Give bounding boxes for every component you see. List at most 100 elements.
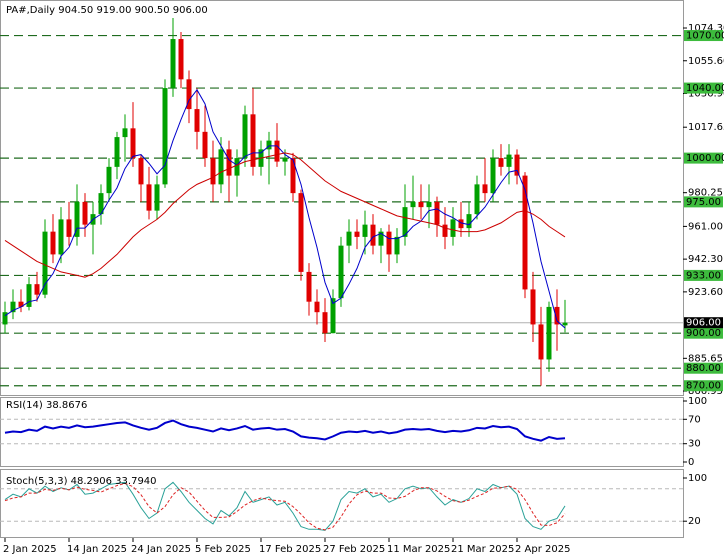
candle-body — [202, 131, 208, 159]
candle-body — [314, 301, 320, 313]
candle-body — [226, 149, 232, 176]
level-label-box — [684, 327, 723, 339]
candle-body — [58, 219, 64, 255]
candle-body — [338, 245, 344, 299]
candle-body — [122, 128, 128, 138]
level-label-box — [684, 196, 723, 208]
stoch-title: Stoch(5,3,3) 48.2906 33.7940 — [6, 476, 157, 487]
y-tick-label: 20 — [688, 516, 701, 527]
candle-body — [290, 158, 296, 194]
x-tick-label: 5 Feb 2025 — [195, 544, 251, 555]
candle-body — [162, 88, 168, 185]
candle-body — [538, 324, 544, 360]
candle-body — [146, 184, 152, 211]
level-label-box — [684, 152, 723, 164]
candle-body — [458, 219, 464, 229]
candle-body — [2, 312, 8, 325]
rsi-panel-frame — [0, 397, 684, 467]
indicator-line — [4, 419, 566, 442]
y-tick-label: 0 — [688, 457, 694, 468]
y-tick-label: 1036.90 — [688, 88, 724, 99]
y-tick-label: 100 — [688, 473, 707, 484]
candle-body — [482, 184, 488, 194]
y-tick-label: 100 — [688, 396, 707, 407]
candle-body — [242, 114, 248, 159]
x-tick-label: 17 Feb 2025 — [259, 544, 321, 555]
y-tick-label: 1074.30 — [688, 23, 724, 34]
level-label-box — [684, 380, 723, 392]
y-tick-label: 866.95 — [688, 386, 723, 397]
candle-body — [114, 137, 120, 167]
candle-body — [354, 231, 360, 237]
candle-body — [322, 312, 328, 334]
level-label-box — [684, 362, 723, 374]
candle-body — [194, 109, 200, 132]
candle-body — [10, 301, 16, 313]
candle-body — [266, 140, 272, 150]
candle-body — [410, 201, 416, 208]
level-label: 900.00 — [686, 328, 721, 339]
candle-body — [418, 201, 424, 208]
candle-body — [554, 306, 560, 325]
candle-body — [514, 154, 520, 176]
candle-body — [18, 301, 24, 307]
candle-body — [506, 154, 512, 167]
y-tick-label: 961.00 — [688, 221, 723, 232]
candle-body — [186, 79, 192, 110]
candle-body — [490, 158, 496, 194]
candle-body — [218, 149, 224, 185]
y-tick-label: 30 — [688, 439, 701, 450]
current-price-box — [684, 317, 723, 329]
level-label-box — [684, 82, 723, 94]
y-tick-label: 980.25 — [688, 188, 723, 199]
candle-body — [362, 224, 368, 237]
candle-body — [66, 219, 72, 237]
candle-body — [370, 224, 376, 246]
candle-body — [282, 158, 288, 162]
candle-body — [466, 214, 472, 229]
level-label: 880.00 — [686, 363, 721, 374]
candle-body — [346, 231, 352, 246]
y-tick-label: 923.60 — [688, 287, 723, 298]
level-label: 1000.00 — [686, 153, 724, 164]
candle-body — [546, 306, 552, 360]
candle-body — [522, 175, 528, 290]
level-label: 1070.00 — [686, 31, 724, 42]
candle-body — [130, 128, 136, 159]
level-label-box — [684, 269, 723, 281]
candle-body — [106, 166, 112, 194]
indicator-line — [4, 481, 566, 531]
candle-body — [98, 193, 104, 215]
candle-body — [250, 114, 256, 167]
x-tick-label: 2 Jan 2025 — [3, 544, 57, 555]
candle-body — [234, 158, 240, 176]
candle-body — [402, 207, 408, 237]
candle-body — [170, 39, 176, 89]
candle-body — [330, 298, 336, 334]
level-label: 870.00 — [686, 381, 721, 392]
moving-average — [4, 88, 566, 329]
candle-body — [50, 231, 56, 255]
moving-average — [4, 152, 566, 278]
x-tick-label: 27 Feb 2025 — [323, 544, 385, 555]
chart-header: PA#,Daily 904.50 919.00 900.50 906.00 — [6, 5, 208, 16]
candle-body — [498, 158, 504, 167]
x-tick-label: 24 Jan 2025 — [131, 544, 191, 555]
candle-body — [178, 39, 184, 80]
x-tick-label: 11 Mar 2025 — [387, 544, 450, 555]
candle-body — [138, 158, 144, 185]
candle-body — [82, 201, 88, 225]
candle-body — [42, 231, 48, 295]
candle-body — [154, 184, 160, 211]
candle-body — [426, 201, 432, 208]
candle-body — [386, 231, 392, 255]
stoch-panel-frame — [0, 469, 684, 538]
candle-body — [210, 158, 216, 185]
x-tick-label: 14 Jan 2025 — [67, 544, 127, 555]
candle-body — [298, 193, 304, 272]
candle-body — [274, 140, 280, 162]
candle-body — [306, 271, 312, 302]
y-tick-label: 942.30 — [688, 254, 723, 265]
x-tick-label: 21 Mar 2025 — [451, 544, 514, 555]
y-tick-label: 885.65 — [688, 353, 723, 364]
